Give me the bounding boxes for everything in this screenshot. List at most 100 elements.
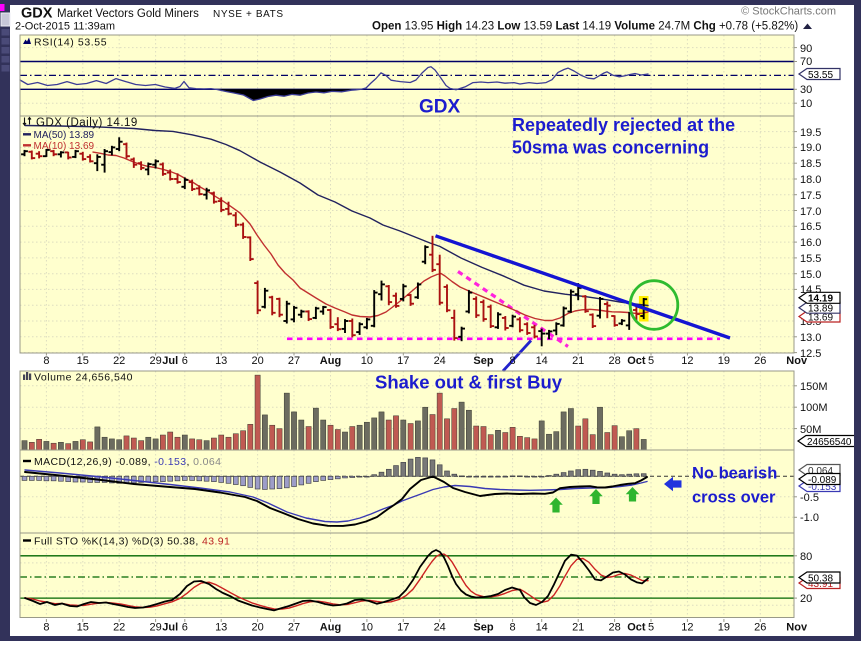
svg-text:Open 13.95 High 14.23 Low 13: Open 13.95 High 14.23 Low 13.59 Last 14.…: [372, 21, 798, 33]
svg-text:10: 10: [361, 355, 373, 367]
svg-text:Sep: Sep: [473, 622, 493, 634]
svg-text:Jul: Jul: [162, 355, 178, 367]
svg-text:6: 6: [182, 622, 188, 634]
svg-text:RSI(14) 53.55: RSI(14) 53.55: [34, 37, 107, 49]
svg-text:28: 28: [608, 355, 620, 367]
svg-text:29: 29: [149, 355, 161, 367]
svg-text:NYSE + BATS: NYSE + BATS: [213, 9, 284, 20]
svg-text:Nov: Nov: [786, 355, 808, 367]
svg-text:29: 29: [149, 622, 161, 634]
svg-text:17.5: 17.5: [800, 190, 821, 202]
svg-text:Market Vectors Gold Miners: Market Vectors Gold Miners: [57, 8, 199, 20]
svg-text:19.5: 19.5: [800, 127, 821, 139]
svg-text:8: 8: [510, 355, 516, 367]
svg-text:20: 20: [251, 355, 263, 367]
svg-text:14.19: 14.19: [808, 294, 833, 305]
svg-text:-1.0: -1.0: [800, 512, 819, 524]
svg-text:12: 12: [681, 355, 693, 367]
svg-text:24: 24: [434, 355, 446, 367]
svg-text:10: 10: [800, 98, 812, 110]
svg-text:12: 12: [681, 622, 693, 634]
svg-text:17: 17: [397, 355, 409, 367]
svg-text:cross over: cross over: [692, 489, 776, 507]
svg-text:27: 27: [288, 622, 300, 634]
svg-text:GDX (Daily) 14.19: GDX (Daily) 14.19: [36, 117, 138, 129]
svg-text:22: 22: [113, 622, 125, 634]
svg-text:Oct: Oct: [627, 622, 646, 634]
svg-text:MA(10) 13.69: MA(10) 13.69: [34, 141, 95, 152]
svg-text:26: 26: [754, 355, 766, 367]
svg-text:20: 20: [800, 593, 812, 605]
svg-text:Sep: Sep: [473, 355, 493, 367]
svg-text:50sma was concerning: 50sma was concerning: [512, 138, 709, 158]
svg-text:2-Oct-2015 11:39am: 2-Oct-2015 11:39am: [15, 21, 115, 33]
svg-text:19: 19: [718, 622, 730, 634]
svg-text:8: 8: [43, 622, 49, 634]
svg-text:Aug: Aug: [320, 622, 341, 634]
svg-text:5: 5: [648, 355, 654, 367]
svg-text:No bearish: No bearish: [692, 465, 777, 483]
svg-text:19.0: 19.0: [800, 142, 821, 154]
svg-text:21: 21: [572, 622, 584, 634]
svg-text:Full STO %K(14,3) %D(3) 50.38,: Full STO %K(14,3) %D(3) 50.38, 43.91: [34, 536, 230, 548]
svg-text:18.5: 18.5: [800, 158, 821, 170]
svg-text:Nov: Nov: [786, 622, 808, 634]
svg-text:150M: 150M: [800, 381, 828, 393]
svg-text:14: 14: [536, 355, 548, 367]
svg-text:17.0: 17.0: [800, 206, 821, 218]
svg-text:22: 22: [113, 355, 125, 367]
svg-text:© StockCharts.com: © StockCharts.com: [741, 6, 836, 18]
svg-text:MA(50) 13.89: MA(50) 13.89: [34, 130, 95, 141]
svg-text:MACD(12,26,9) -0.089, -0.153,: MACD(12,26,9) -0.089, -0.153, 0.064: [34, 456, 221, 468]
svg-text:15.0: 15.0: [800, 269, 821, 281]
svg-text:-0.5: -0.5: [800, 492, 819, 504]
svg-text:21: 21: [572, 355, 584, 367]
svg-text:30: 30: [800, 84, 812, 96]
svg-text:14: 14: [536, 622, 548, 634]
svg-text:15: 15: [77, 355, 89, 367]
svg-text:18.0: 18.0: [800, 174, 821, 186]
svg-text:50M: 50M: [800, 424, 821, 436]
svg-text:53.55: 53.55: [808, 70, 833, 81]
svg-text:GDX: GDX: [419, 97, 461, 118]
svg-text:28: 28: [608, 622, 620, 634]
svg-text:13.89: 13.89: [808, 304, 833, 315]
svg-text:13.0: 13.0: [800, 332, 821, 344]
svg-text:19: 19: [718, 355, 730, 367]
svg-text:15: 15: [77, 622, 89, 634]
svg-text:80: 80: [800, 551, 812, 563]
svg-text:8: 8: [43, 355, 49, 367]
svg-text:10: 10: [361, 622, 373, 634]
svg-text:Repeatedly rejected at the: Repeatedly rejected at the: [512, 115, 735, 135]
svg-text:24: 24: [434, 622, 446, 634]
svg-text:20: 20: [251, 622, 263, 634]
svg-text:13.69: 13.69: [808, 312, 833, 323]
svg-text:43.91: 43.91: [808, 579, 833, 590]
svg-text:26: 26: [754, 622, 766, 634]
svg-text:16.0: 16.0: [800, 237, 821, 249]
svg-text:16.5: 16.5: [800, 221, 821, 233]
svg-text:100M: 100M: [800, 402, 828, 414]
svg-text:6: 6: [182, 355, 188, 367]
svg-text:90: 90: [800, 43, 812, 55]
svg-text:50.38: 50.38: [808, 573, 833, 584]
svg-text:8: 8: [510, 622, 516, 634]
svg-text:-0.089: -0.089: [808, 475, 837, 486]
svg-text:0.064: 0.064: [808, 466, 833, 477]
svg-text:17: 17: [397, 622, 409, 634]
svg-text:GDX: GDX: [21, 6, 53, 22]
svg-text:Shake out & first Buy: Shake out & first Buy: [375, 372, 563, 393]
svg-text:Oct: Oct: [627, 355, 646, 367]
svg-text:5: 5: [648, 622, 654, 634]
svg-text:12.5: 12.5: [800, 348, 821, 360]
svg-text:24656540: 24656540: [807, 437, 852, 448]
svg-text:27: 27: [288, 355, 300, 367]
svg-text:13: 13: [215, 355, 227, 367]
svg-text:Volume 24,656,540: Volume 24,656,540: [34, 372, 133, 384]
svg-text:15.5: 15.5: [800, 253, 821, 265]
svg-text:13: 13: [215, 622, 227, 634]
svg-text:70: 70: [800, 56, 812, 68]
svg-text:Jul: Jul: [162, 622, 178, 634]
svg-text:Aug: Aug: [320, 355, 341, 367]
svg-text:-0.153: -0.153: [808, 482, 837, 493]
